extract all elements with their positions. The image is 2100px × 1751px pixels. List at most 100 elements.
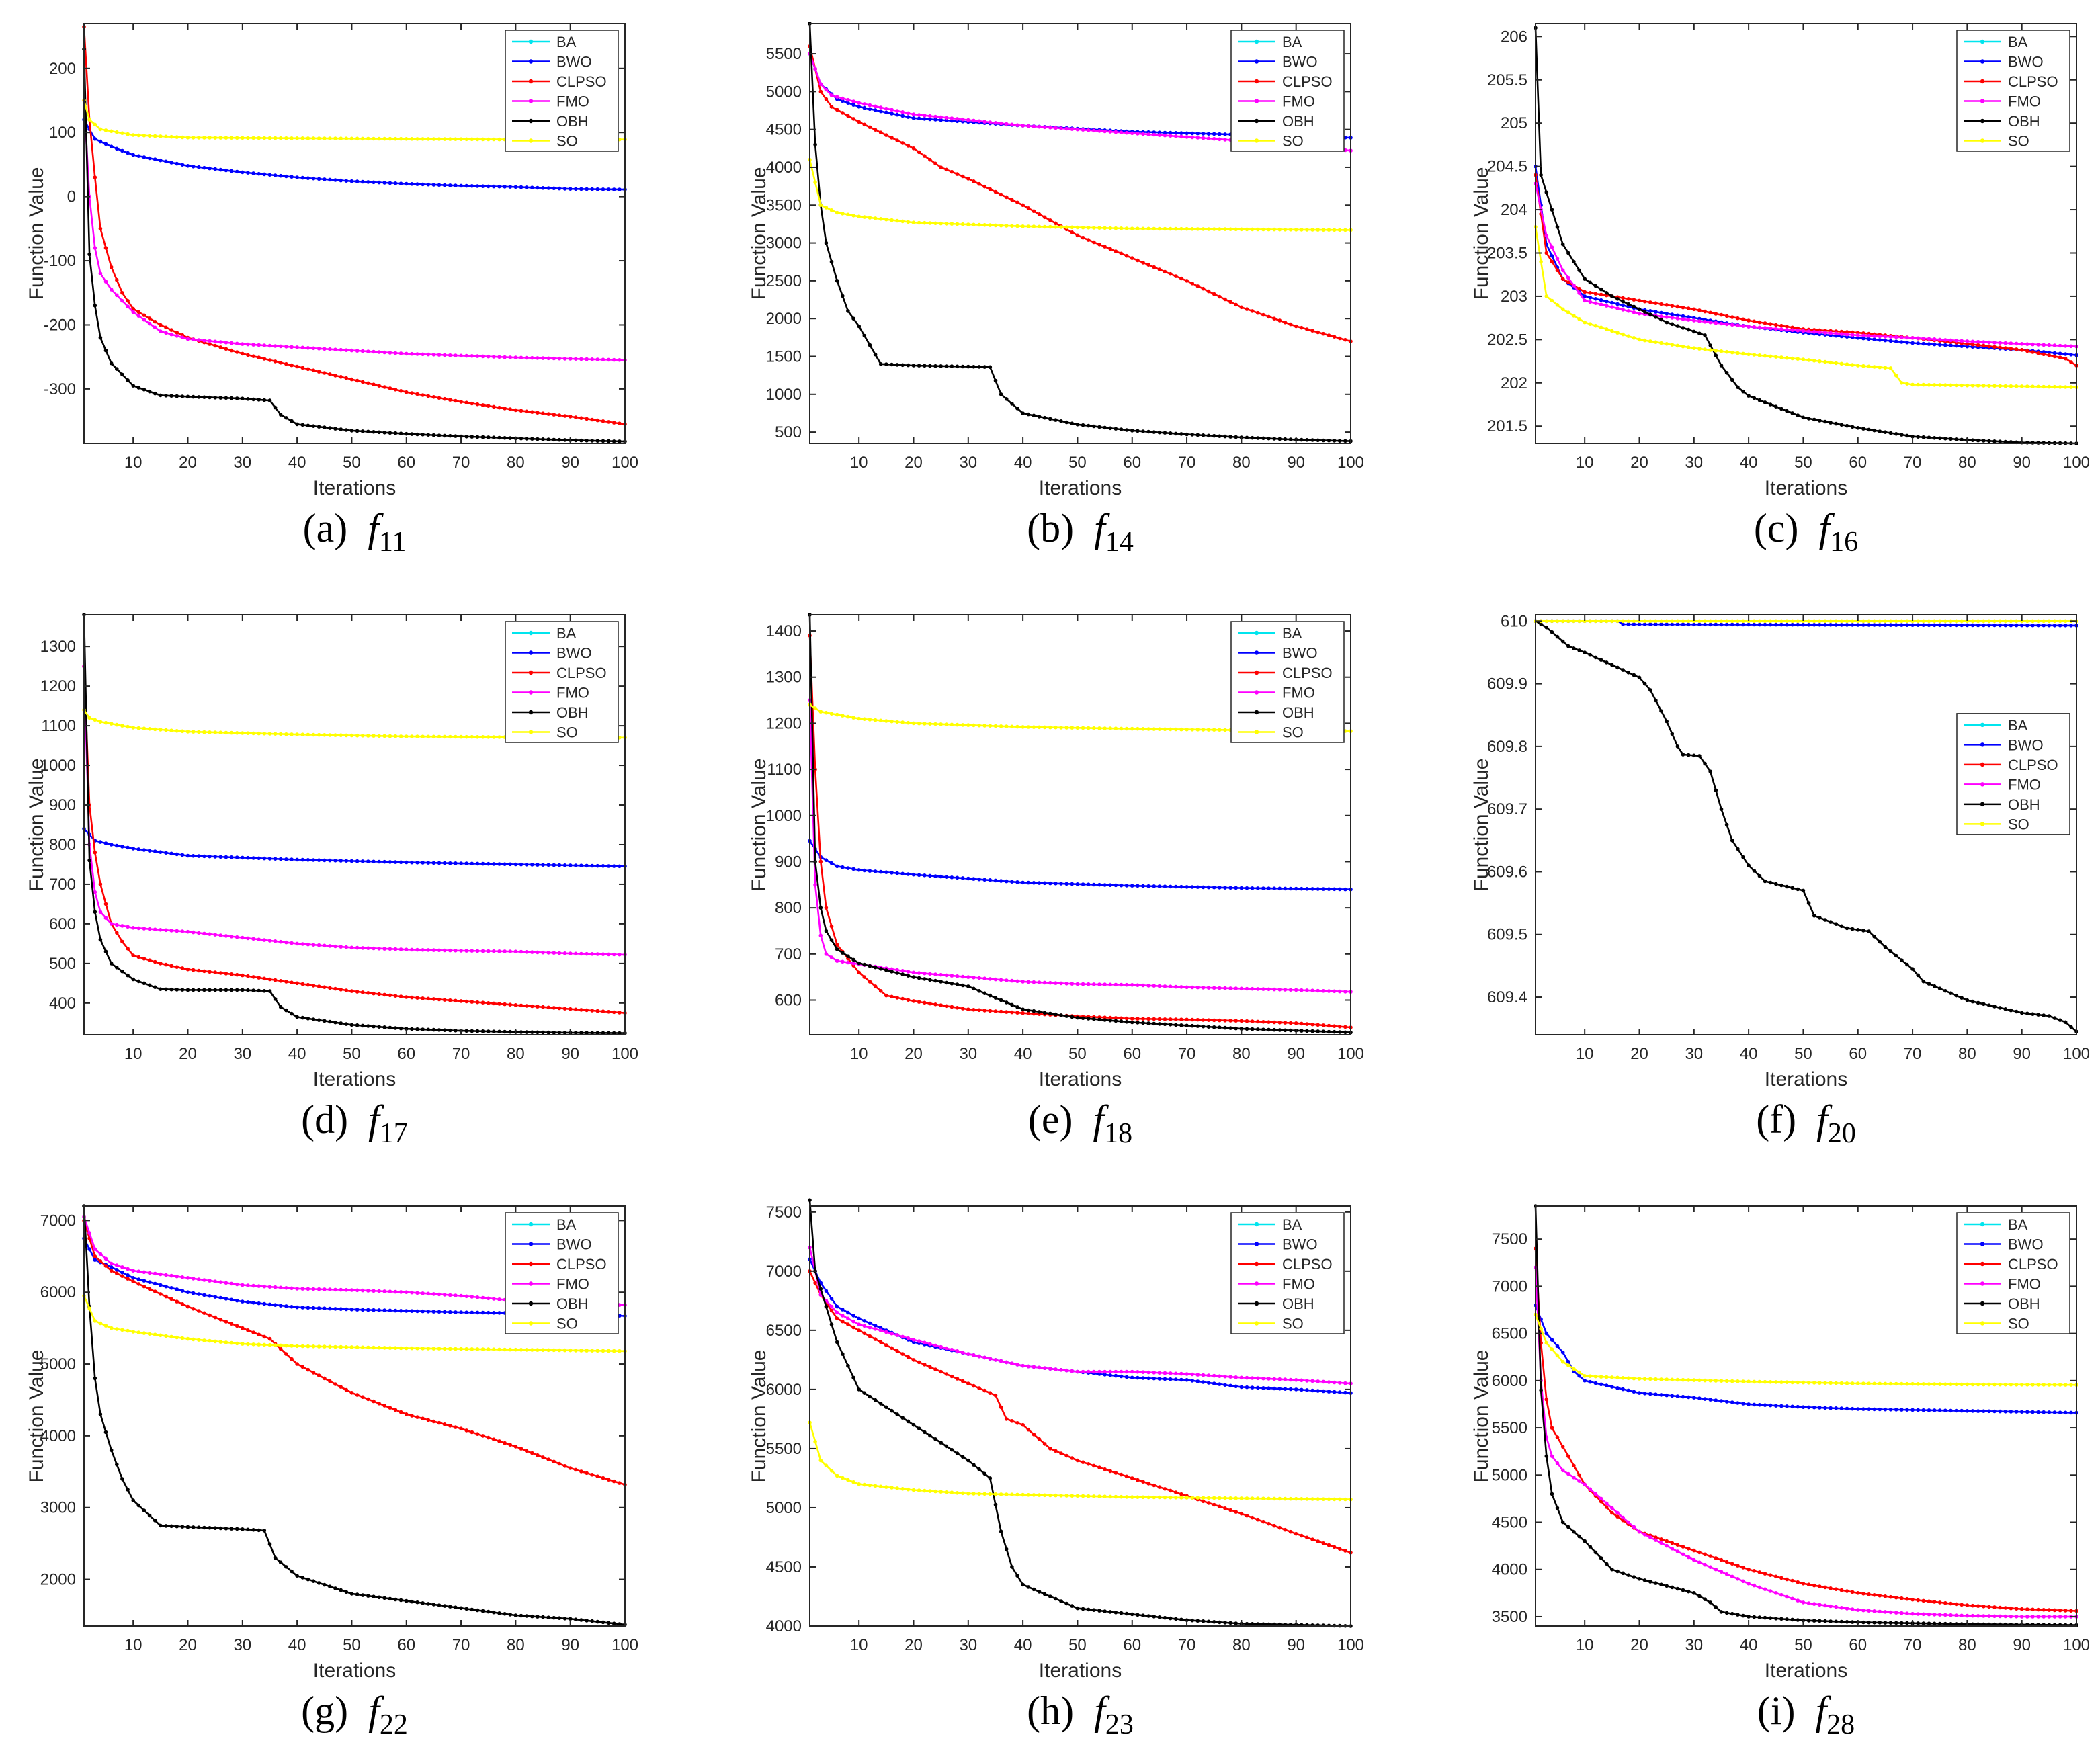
- series-marker: [933, 364, 937, 368]
- series-marker: [1032, 1011, 1036, 1016]
- series-marker: [1174, 1496, 1178, 1500]
- series-marker: [208, 136, 212, 140]
- series-marker: [120, 298, 124, 303]
- series-marker: [618, 864, 622, 869]
- series-marker: [1119, 982, 1124, 987]
- series-marker: [1212, 1018, 1216, 1023]
- series-marker: [1223, 227, 1227, 231]
- series-marker: [328, 1287, 332, 1291]
- series-marker: [579, 1008, 583, 1012]
- series-marker: [508, 1347, 512, 1352]
- series-marker: [431, 395, 436, 399]
- series-marker: [2003, 1410, 2008, 1414]
- series-marker: [136, 1503, 141, 1508]
- series-marker: [1064, 1601, 1068, 1606]
- series-marker: [1195, 885, 1200, 889]
- series-marker: [1026, 880, 1031, 885]
- x-tick-label: 30: [233, 1045, 251, 1063]
- series-marker: [262, 1529, 267, 1533]
- series-marker: [191, 988, 196, 992]
- series-marker: [966, 876, 970, 881]
- series-marker: [884, 217, 888, 222]
- series-marker: [480, 1295, 485, 1300]
- series-marker: [1092, 1494, 1096, 1498]
- series-marker: [1026, 1008, 1031, 1013]
- legend-box: [1230, 1212, 1345, 1334]
- series-marker: [464, 435, 468, 439]
- series-marker: [355, 378, 360, 383]
- series-marker: [1982, 1002, 1986, 1007]
- series-marker: [1910, 341, 1915, 345]
- series-marker: [999, 879, 1003, 883]
- legend-item-ba: BA: [1238, 1216, 1302, 1233]
- series-marker: [1703, 1552, 1707, 1557]
- series-marker: [218, 971, 223, 975]
- series-marker: [306, 858, 310, 862]
- series-marker: [933, 1002, 937, 1007]
- series-marker: [1004, 978, 1009, 982]
- series-marker: [2042, 343, 2046, 347]
- series-marker: [1103, 982, 1107, 986]
- series-marker: [508, 436, 512, 440]
- series-marker: [1604, 291, 1609, 295]
- series-marker: [398, 1410, 403, 1414]
- series-marker: [606, 357, 611, 362]
- series-marker: [1790, 1596, 1794, 1601]
- series-marker: [1256, 1517, 1260, 1522]
- series-marker: [972, 222, 976, 227]
- series-marker: [136, 979, 141, 984]
- series-marker: [895, 1412, 899, 1416]
- series-marker: [966, 364, 970, 369]
- series-marker: [508, 355, 512, 359]
- series-marker: [1845, 1406, 1849, 1411]
- series-marker: [1283, 437, 1288, 441]
- series-marker: [218, 167, 223, 172]
- series-marker: [1168, 130, 1173, 135]
- series-marker: [480, 1310, 485, 1315]
- series-marker: [372, 349, 376, 354]
- series-marker: [966, 1492, 970, 1496]
- legend-item-so: SO: [512, 133, 578, 150]
- series-marker: [1921, 1598, 1926, 1603]
- series-marker: [862, 1391, 867, 1395]
- series-marker: [857, 970, 861, 975]
- series-marker: [426, 1347, 431, 1351]
- chart-panel-11: 10 20 30 40 50 60 70 80 90 100-300-200-1000100200…: [26, 23, 638, 499]
- series-marker: [164, 325, 168, 330]
- series-marker: [1834, 421, 1838, 426]
- legend-marker: [1980, 39, 1985, 44]
- series-marker: [562, 1617, 567, 1621]
- series-marker: [169, 1286, 173, 1290]
- series-marker: [824, 241, 829, 245]
- series-marker: [1790, 1578, 1794, 1583]
- series-marker: [103, 1430, 108, 1435]
- series-marker: [1042, 1592, 1047, 1596]
- series-marker: [213, 855, 218, 859]
- series-marker: [1136, 226, 1140, 231]
- series-obh: [82, 1204, 627, 1627]
- y-tick-label: -100: [44, 252, 76, 270]
- series-marker: [295, 422, 299, 427]
- series-marker: [2052, 354, 2057, 359]
- series-marker: [612, 439, 616, 443]
- series-marker: [159, 1272, 163, 1277]
- series-marker: [1719, 364, 1724, 368]
- series-marker: [278, 361, 283, 365]
- series-marker: [421, 948, 425, 952]
- series-marker: [1943, 619, 1947, 624]
- caption-letter: (f): [1756, 1097, 1817, 1142]
- series-marker: [923, 1488, 927, 1493]
- legend-label: CLPSO: [2008, 73, 2058, 90]
- series-marker: [1757, 619, 1762, 624]
- series-marker: [1681, 753, 1685, 757]
- series-marker: [1136, 1375, 1140, 1380]
- series-marker: [1796, 329, 1800, 333]
- series-marker: [415, 1291, 419, 1295]
- series-marker: [191, 968, 196, 972]
- series-marker: [208, 1338, 212, 1343]
- axes-box: [1535, 23, 2077, 444]
- series-marker: [300, 942, 305, 946]
- series-marker: [295, 1015, 299, 1019]
- series-marker: [574, 357, 578, 361]
- series-marker: [1692, 1396, 1696, 1400]
